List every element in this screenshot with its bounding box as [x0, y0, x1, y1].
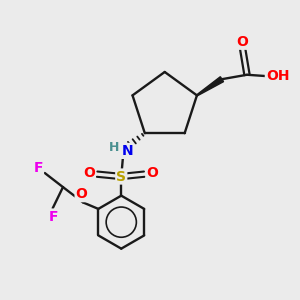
Text: O: O	[76, 187, 88, 201]
Text: H: H	[109, 141, 119, 154]
Text: O: O	[83, 166, 95, 180]
Text: O: O	[237, 35, 248, 49]
Text: N: N	[121, 144, 133, 158]
Text: F: F	[34, 161, 43, 175]
Polygon shape	[196, 77, 224, 96]
Text: O: O	[146, 166, 158, 180]
Text: OH: OH	[266, 69, 290, 83]
Text: S: S	[116, 169, 126, 184]
Text: F: F	[49, 210, 58, 224]
